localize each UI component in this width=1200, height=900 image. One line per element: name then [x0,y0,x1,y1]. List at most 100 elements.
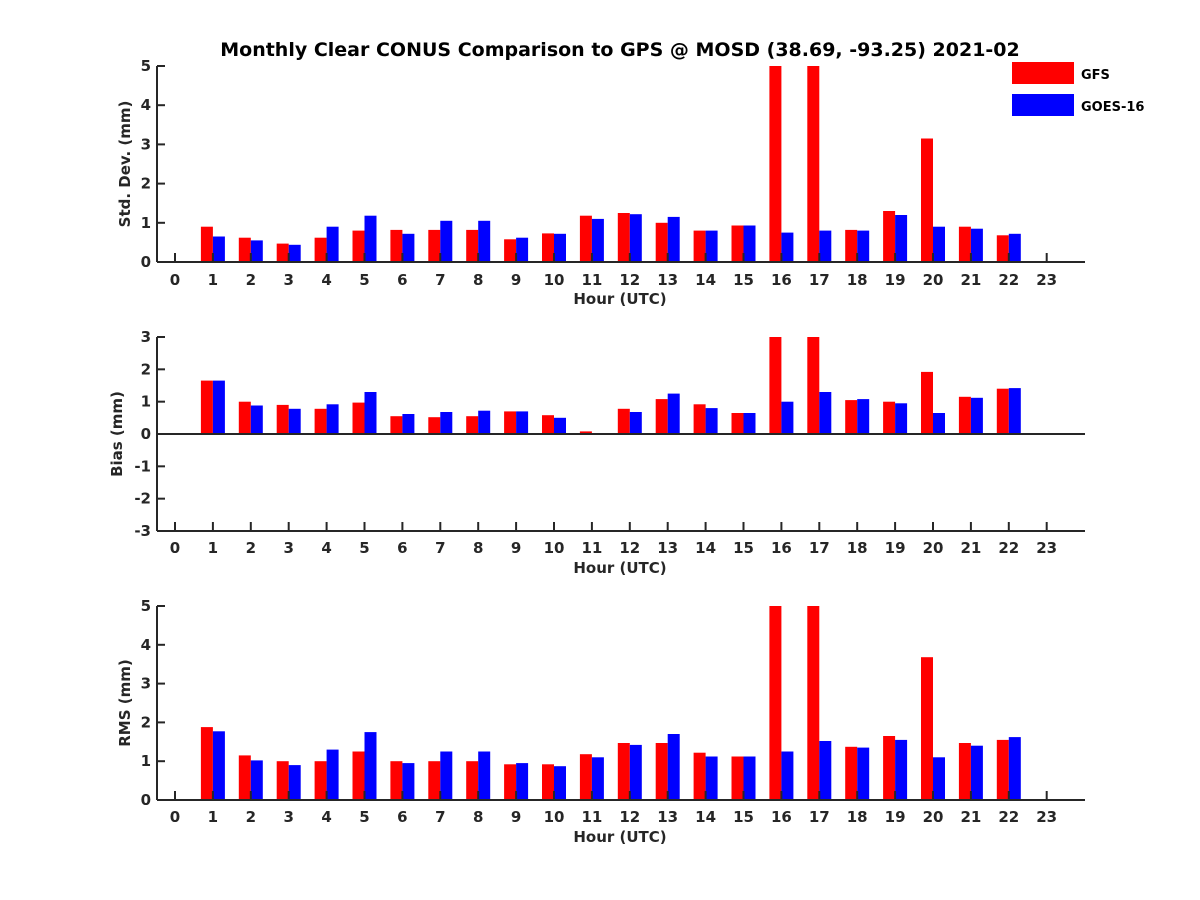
bias-bar-gfs-h2 [238,401,251,434]
rms-x-axis-label: Hour (UTC) [573,828,666,846]
std-bar-gfs-h6 [390,229,403,262]
std-bar-goes16-h13 [667,216,680,262]
std-bar-goes16-h22 [1008,233,1021,262]
bias-y-tick-label: 3 [141,328,151,346]
legend: GFS GOES-16 [1012,62,1144,116]
bias-bar-gfs-h17 [807,337,820,434]
std-bar-goes16-h10 [554,233,566,262]
bias-x-tick-label: 5 [359,539,369,557]
std-bar-gfs-h15 [731,225,744,262]
bias-x-tick-label: 18 [847,539,868,557]
legend-label-gfs: GFS [1081,68,1110,83]
bias-bar-goes16-h3 [288,408,301,434]
std-bar-gfs-h4 [314,237,327,262]
rms-bar-goes16-h13 [667,734,680,800]
rms-x-tick-label: 7 [435,808,445,826]
std-x-tick-label: 18 [847,271,868,289]
rms-bar-gfs-h16 [769,606,782,800]
rms-bar-goes16-h20 [933,757,945,800]
std-bar-goes16-h9 [516,237,529,262]
rms-bar-gfs-h2 [238,755,251,800]
bias-bar-goes16-h13 [667,393,680,434]
rms-bar-gfs-h6 [390,761,403,800]
std-x-tick-label: 9 [511,271,521,289]
bias-bar-gfs-h18 [845,400,858,434]
std-bar-goes16-h17 [819,230,832,262]
rms-bar-goes16-h10 [554,766,566,800]
bias-bar-goes16-h15 [743,413,756,434]
rms-x-tick-label: 0 [170,808,180,826]
bias-x-tick-label: 14 [695,539,716,557]
std-x-tick-label: 15 [733,271,754,289]
rms-bar-goes16-h21 [970,745,983,800]
std-bar-gfs-h5 [352,230,365,262]
bias-y-tick-label: 2 [141,360,151,378]
std-x-tick-label: 17 [809,271,830,289]
rms-x-tick-label: 21 [960,808,981,826]
std-bar-goes16-h5 [364,215,377,262]
std-bar-goes16-h7 [440,220,453,262]
std-y-tick-label: 1 [141,214,151,232]
bias-x-axis-label: Hour (UTC) [573,559,666,577]
bias-bar-goes16-h18 [857,399,870,434]
rms-y-tick-label: 3 [141,675,151,693]
bias-x-tick-label: 19 [885,539,906,557]
std-bar-gfs-h19 [883,211,896,262]
rms-bar-goes16-h1 [212,731,225,800]
bias-bar-goes16-h22 [1008,388,1021,434]
std-bar-gfs-h3 [276,243,289,262]
rms-bar-gfs-h1 [200,727,213,800]
bias-y-tick-label: -3 [134,522,151,540]
std-bar-goes16-h2 [250,240,263,262]
bias-x-tick-label: 3 [283,539,293,557]
bias-bar-gfs-h5 [352,402,365,434]
rms-bar-goes16-h14 [705,756,718,800]
std-bar-goes16-h14 [705,230,718,262]
rms-bar-goes16-h5 [364,732,377,800]
rms-bar-gfs-h13 [655,743,668,800]
rms-x-tick-label: 15 [733,808,754,826]
rms-bar-gfs-h21 [958,743,971,800]
std-bar-goes16-h6 [402,233,415,262]
rms-x-tick-label: 14 [695,808,716,826]
bias-bar-gfs-h13 [655,399,668,434]
std-y-tick-label: 3 [141,135,151,153]
std-x-tick-label: 1 [208,271,218,289]
std-bar-goes16-h21 [970,228,983,262]
bias-x-tick-label: 15 [733,539,754,557]
rms-x-tick-label: 1 [208,808,218,826]
std-x-tick-label: 16 [771,271,792,289]
bias-y-axis-label: Bias (mm) [108,391,126,477]
std-bar-goes16-h18 [857,230,870,262]
std-x-tick-label: 19 [885,271,906,289]
bias-x-tick-label: 12 [619,539,640,557]
rms-bar-gfs-h15 [731,756,744,800]
bias-x-tick-label: 16 [771,539,792,557]
bias-bar-goes16-h19 [895,403,908,434]
rms-y-tick-label: 2 [141,713,151,731]
rms-x-tick-label: 8 [473,808,483,826]
std-bar-gfs-h1 [200,226,213,262]
rms-bar-goes16-h6 [402,763,415,800]
bias-x-tick-label: 13 [657,539,678,557]
bias-x-tick-label: 10 [544,539,565,557]
rms-x-tick-label: 2 [246,808,256,826]
rms-x-tick-label: 16 [771,808,792,826]
bias-bar-goes16-h10 [554,417,566,434]
rms-bar-gfs-h14 [693,752,706,800]
std-y-tick-label: 2 [141,175,151,193]
std-y-axis-label: Std. Dev. (mm) [116,101,134,228]
rms-y-tick-label: 5 [141,597,151,615]
rms-bar-goes16-h18 [857,747,870,800]
bias-x-tick-label: 11 [581,539,602,557]
bias-bar-goes16-h21 [970,397,983,434]
bias-x-tick-label: 8 [473,539,483,557]
std-x-tick-label: 10 [544,271,565,289]
std-y-tick-label: 0 [141,253,151,271]
bias-bar-gfs-h3 [276,404,289,434]
bias-x-tick-label: 17 [809,539,830,557]
std-bar-gfs-h22 [996,235,1009,262]
rms-bar-goes16-h2 [250,760,263,800]
